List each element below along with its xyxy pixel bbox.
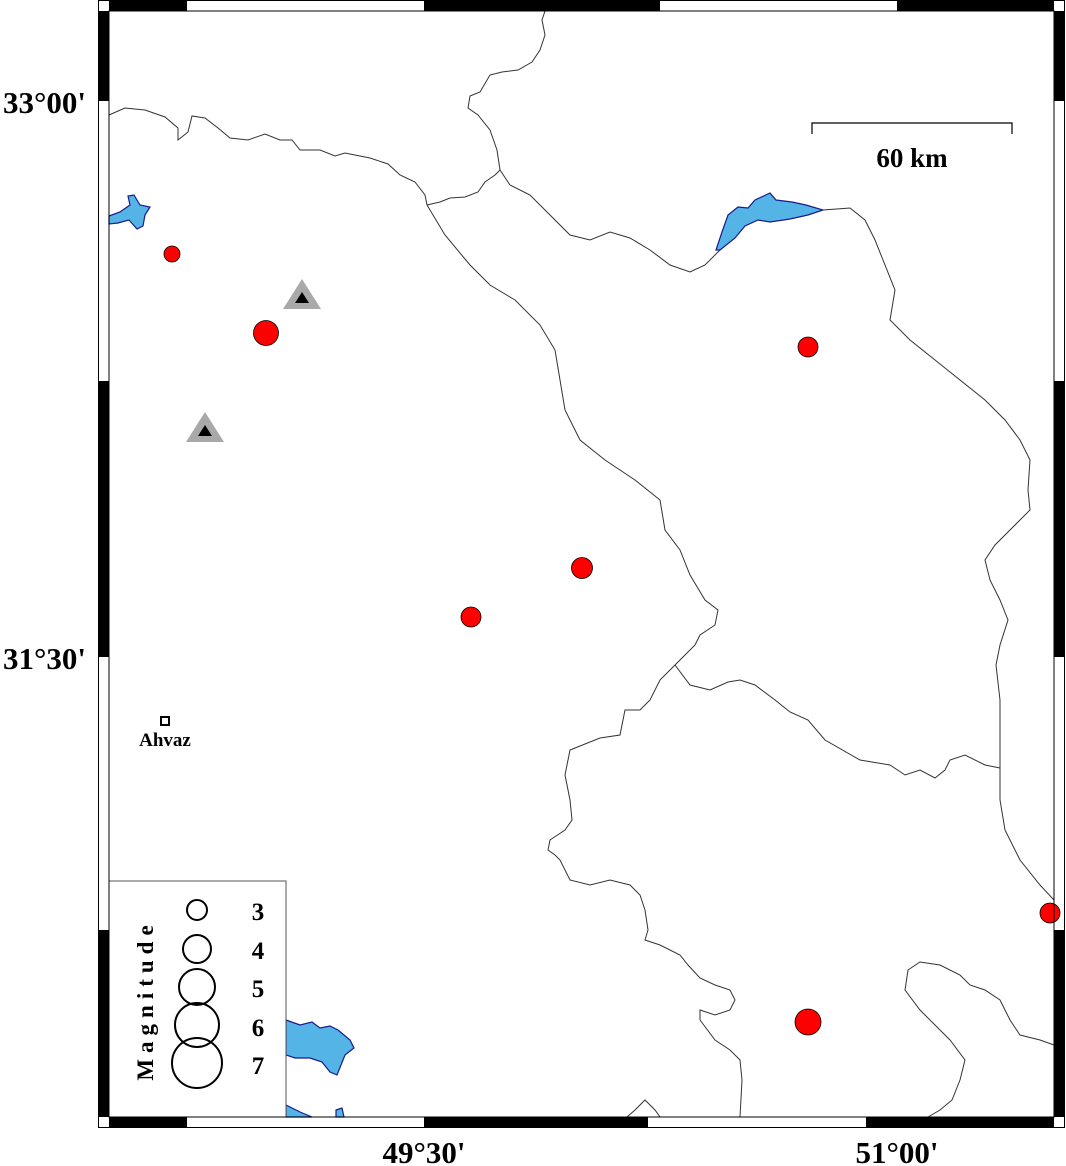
earthquake-marker[interactable] — [794, 1008, 822, 1036]
earthquake-marker[interactable] — [253, 320, 279, 346]
scale-bar: 60 km — [811, 122, 1013, 173]
triangle-icon — [295, 292, 309, 303]
city-square-icon — [160, 716, 170, 726]
lat-label-33-00: 33°00' — [3, 85, 86, 120]
triangle-icon — [198, 425, 212, 436]
legend-circle-5 — [178, 968, 216, 1006]
earthquake-marker[interactable] — [797, 336, 819, 358]
earthquake-marker[interactable] — [1039, 902, 1061, 924]
lat-label-31-30: 31°30' — [3, 641, 86, 676]
legend-label: 7 — [252, 1053, 265, 1080]
earthquake-marker[interactable] — [460, 606, 482, 628]
city-ahvaz[interactable]: Ahvaz — [139, 716, 191, 751]
reservoir-north — [715, 192, 826, 251]
legend-label: 5 — [252, 976, 265, 1003]
lon-label-51-00: 51°00' — [855, 1135, 938, 1166]
stations — [186, 279, 321, 442]
legend-label: 6 — [252, 1015, 265, 1042]
legend-label: 4 — [252, 938, 265, 965]
magnitude-legend: Magnitude 3 4 5 6 7 — [108, 880, 287, 1118]
legend-circle-3 — [186, 899, 208, 921]
legend-circle-6 — [174, 1002, 220, 1048]
legend-circle-7 — [171, 1037, 223, 1089]
station-marker[interactable] — [186, 412, 224, 442]
legend-label: 3 — [252, 899, 265, 926]
lake-northwest — [108, 194, 151, 230]
marsh-south — [285, 1019, 355, 1076]
lon-label-49-30: 49°30' — [382, 1135, 465, 1166]
earthquake-marker[interactable] — [571, 557, 593, 579]
legend-circle-4 — [182, 934, 212, 964]
scale-bar-label: 60 km — [876, 143, 948, 173]
city-label: Ahvaz — [139, 730, 191, 751]
earthquake-marker[interactable] — [163, 245, 181, 263]
map-frame — [98, 0, 1065, 1128]
station-marker[interactable] — [283, 279, 321, 309]
earthquakes — [163, 245, 1061, 1036]
legend-title: Magnitude — [133, 919, 158, 1080]
marsh-south-3 — [335, 1107, 345, 1118]
province-boundaries — [108, 10, 1055, 1118]
